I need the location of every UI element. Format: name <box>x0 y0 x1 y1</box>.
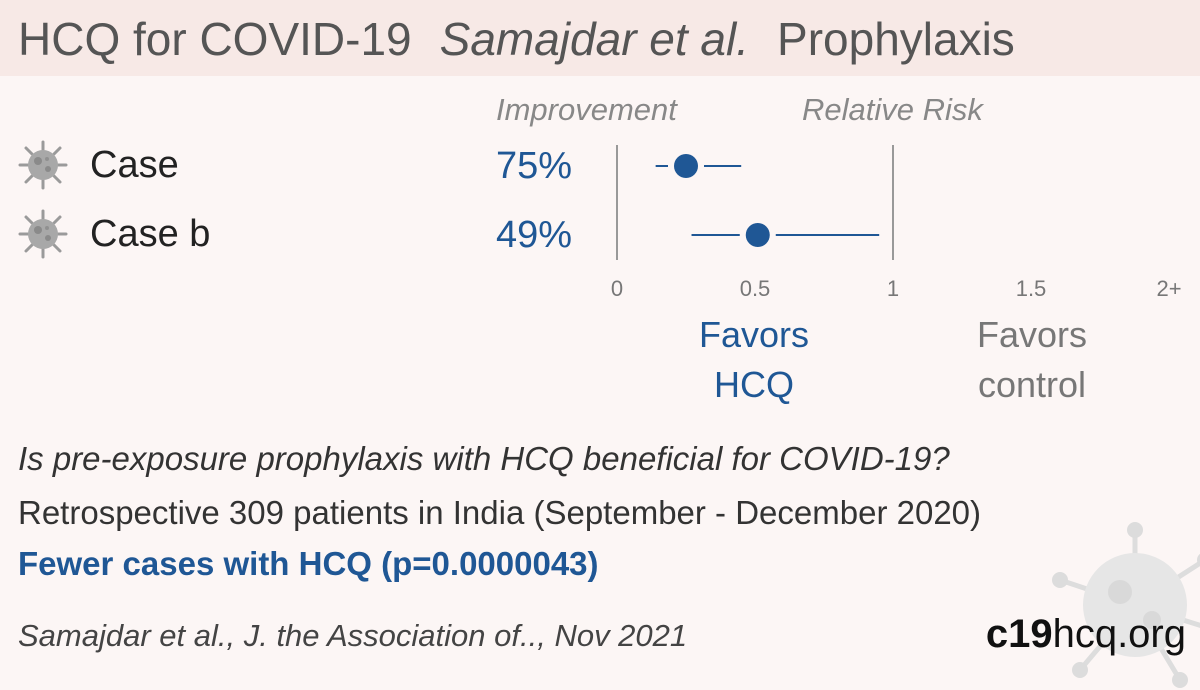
favors-hcq-label: Favors HCQ <box>654 310 854 410</box>
x-tick-label: 0 <box>611 276 623 301</box>
study-question: Is pre-exposure prophylaxis with HCQ ben… <box>18 440 950 477</box>
site-logo[interactable]: c19hcq.org <box>986 612 1186 657</box>
x-tick-label: 1 <box>887 276 899 301</box>
virus-icon <box>18 140 68 190</box>
outcome-row-case: Case <box>16 137 179 193</box>
x-tick-label: 0.5 <box>740 276 771 301</box>
background-virus-icon <box>1052 522 1200 688</box>
favors-control-line-1: Favors <box>976 314 1088 355</box>
relative-risk-column-header: Relative Risk <box>802 92 983 127</box>
title-main: HCQ for COVID-19 <box>18 13 412 65</box>
outcome-label: Case b <box>90 212 211 255</box>
site-logo-rest: hcq.org <box>1052 612 1186 656</box>
favors-hcq-line-2: HCQ <box>714 364 794 405</box>
study-design: Retrospective 309 patients in India (Sep… <box>18 494 982 531</box>
study-result: Fewer cases with HCQ (p=0.0000043) <box>18 545 599 582</box>
site-logo-bold: c19 <box>985 612 1053 656</box>
point-estimate <box>745 223 770 247</box>
improvement-value: 49% <box>496 214 573 256</box>
favors-hcq-line-1: Favors <box>698 314 810 355</box>
improvement-value: 75% <box>496 145 573 187</box>
x-tick-label: 1.5 <box>1016 276 1047 301</box>
title-study: Samajdar et al. <box>439 13 750 65</box>
improvement-column-header: Improvement <box>496 92 677 127</box>
header-band: HCQ for COVID-19 Samajdar et al. Prophylax… <box>0 0 1200 76</box>
favors-control-label: Favors control <box>932 310 1132 410</box>
virus-icon <box>18 209 68 259</box>
citation: Samajdar et al., J. the Association of..… <box>18 618 688 653</box>
point-estimate <box>674 154 698 178</box>
x-tick-label: 2+ <box>1156 276 1181 301</box>
forest-plot: 0 0.5 1 1.5 2+ <box>611 145 1182 301</box>
page-title: HCQ for COVID-19 Samajdar et al. Prophylax… <box>18 12 1015 66</box>
title-kind: Prophylaxis <box>777 13 1015 65</box>
outcome-label: Case <box>90 143 179 186</box>
outcome-row-case-b: Case b <box>16 206 210 262</box>
favors-control-line-2: control <box>977 364 1087 405</box>
